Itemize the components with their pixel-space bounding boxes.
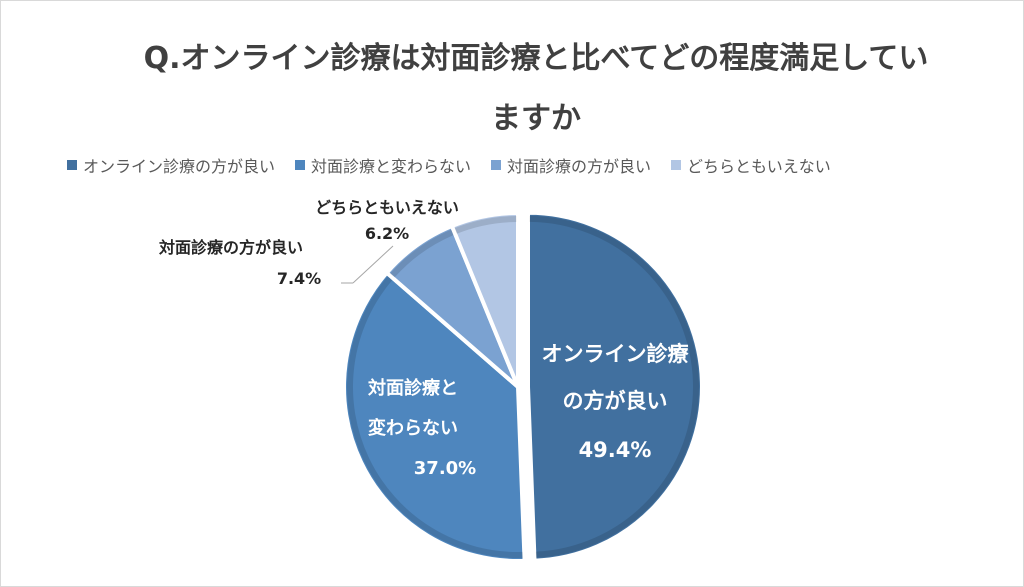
slice-undecided [449, 211, 520, 389]
legend: オンライン診療の方が良い 対面診療と変わらない 対面診療の方が良い どちらともい… [67, 153, 967, 177]
legend-item-same: 対面診療と変わらない [295, 153, 471, 177]
legend-swatch-2 [491, 160, 502, 170]
slice-value-inperson: 7.4% [277, 269, 321, 288]
legend-item-online-better: オンライン診療の方が良い [67, 153, 275, 177]
chart-title: Q.オンライン診療は対面診療と比べてどの程度満足してい ますか [71, 29, 1001, 149]
legend-swatch-3 [671, 160, 682, 170]
slice-label-same-line2: 変わらない [368, 417, 458, 439]
legend-label-2: 対面診療の方が良い [507, 157, 652, 176]
legend-swatch-0 [67, 160, 77, 170]
slice-online-better [525, 210, 704, 563]
slice-label-same-line1: 対面診療と [367, 377, 458, 399]
legend-label-3: どちらともいえない [687, 157, 831, 176]
pie-slices [342, 210, 704, 563]
chart-title-line2: ますか [491, 101, 581, 136]
legend-label-0: オンライン診療の方が良い [83, 157, 276, 176]
slice-same-rim [347, 276, 523, 558]
slice-same [342, 270, 527, 563]
slice-value-undecided: 6.2% [365, 224, 409, 243]
legend-item-inperson-better: 対面診療の方が良い [491, 153, 651, 177]
slice-value-online: 49.4% [579, 438, 652, 462]
slice-label-undecided: どちらともいえない [315, 198, 459, 217]
legend-label-1: 対面診療と変わらない [311, 157, 472, 176]
legend-item-undecided: どちらともいえない [671, 153, 831, 177]
slice-undecided-rim [454, 216, 517, 234]
slice-value-same: 37.0% [414, 458, 476, 479]
slice-online-better-rim [529, 215, 699, 558]
slice-label-online-line1: オンライン診療 [542, 342, 690, 366]
leader-line-7-4-d [352, 245, 394, 284]
legend-swatch-1 [295, 160, 306, 170]
slice-inperson-better-rim [390, 229, 454, 278]
chart-title-line1: Q.オンライン診療は対面診療と比べてどの程度満足してい [143, 41, 929, 76]
slice-label-online-line2: の方が良い [563, 389, 668, 413]
slice-label-inperson: 対面診療の方が良い [158, 238, 303, 257]
